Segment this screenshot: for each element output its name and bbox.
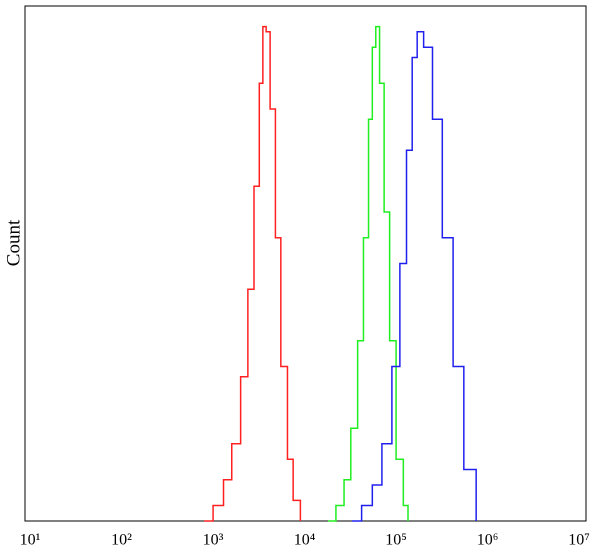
x-tick-label: 10⁴	[294, 532, 316, 549]
x-tick-label: 10⁷	[568, 532, 590, 549]
x-tick-label: 10⁶	[477, 532, 499, 549]
x-tick-label: 10³	[203, 532, 224, 549]
x-tick-label: 10²	[111, 532, 132, 549]
histogram-line	[352, 31, 477, 522]
x-tick-label: 10⁵	[385, 532, 407, 549]
histogram-line	[327, 25, 409, 522]
x-tick-label: 10¹	[20, 532, 41, 549]
plot-frame	[24, 5, 587, 522]
y-axis-label: Count	[3, 219, 24, 266]
histogram-line	[204, 25, 302, 522]
